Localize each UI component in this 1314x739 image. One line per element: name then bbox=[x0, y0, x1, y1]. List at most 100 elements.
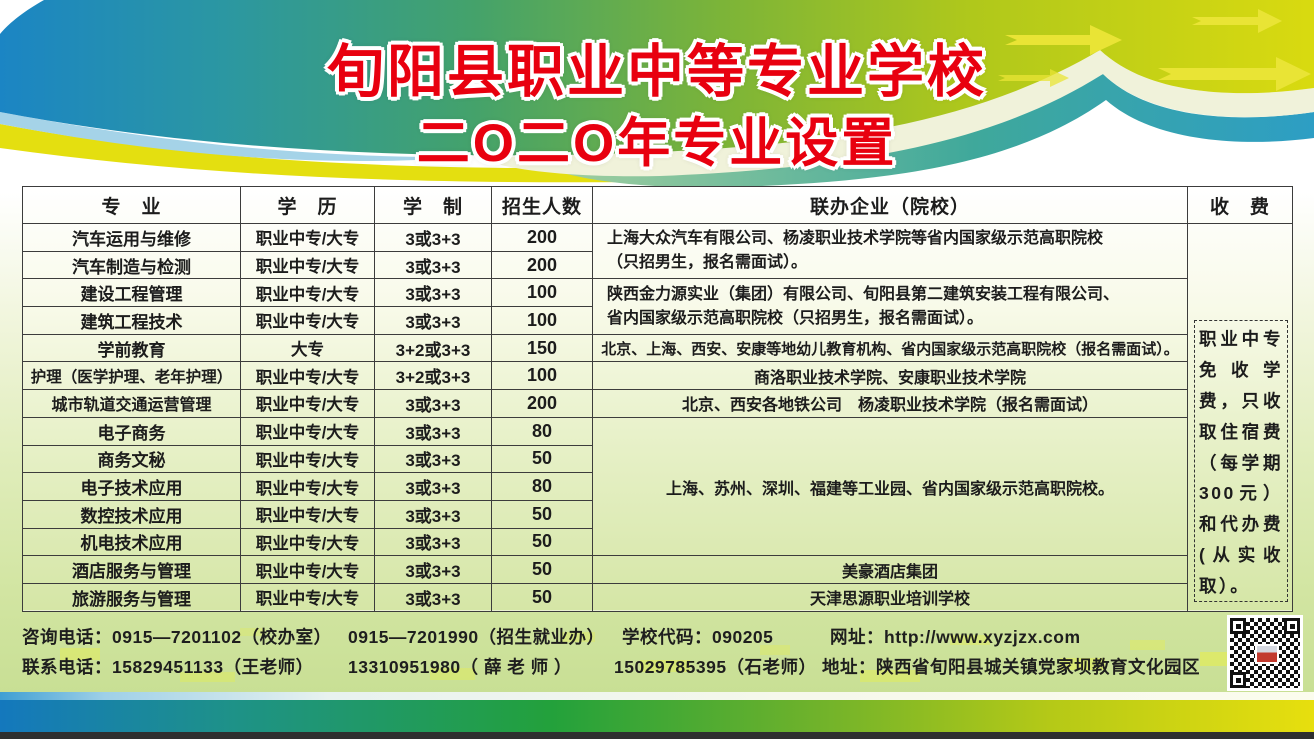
admissions-phone: 0915—7201990（招生就业办） bbox=[348, 627, 605, 647]
highlight-patch bbox=[760, 645, 790, 655]
arrow-icon bbox=[998, 9, 1311, 91]
enrollment-cell: 200 bbox=[491, 389, 593, 418]
partner-cell: 北京、西安各地铁公司 杨凌职业技术学院（报名需面试） bbox=[592, 389, 1188, 418]
partner-cell: 上海、苏州、深圳、福建等工业园、省内国家级示范高职院校。 bbox=[592, 416, 1188, 557]
consult-phone: 咨询电话：0915—7201102（校办室） bbox=[22, 627, 332, 647]
degree-cell: 职业中专/大专 bbox=[240, 444, 375, 474]
lightblue-wave bbox=[0, 112, 470, 162]
col-header-degree: 学 历 bbox=[240, 186, 375, 224]
majors-table: 专 业 学 历 学 制 招生人数 联办企业（院校） 收 费 汽车运用与维修 职业… bbox=[22, 186, 1293, 612]
degree-cell: 职业中专/大专 bbox=[240, 555, 375, 584]
enrollment-cell: 50 bbox=[491, 582, 593, 612]
degree-cell: 职业中专/大专 bbox=[240, 306, 375, 335]
duration-cell: 3或3+3 bbox=[374, 389, 492, 418]
col-header-major: 专 业 bbox=[22, 186, 241, 224]
partner-cell: 商洛职业技术学院、安康职业技术学院 bbox=[592, 361, 1188, 391]
col-header-enrollment: 招生人数 bbox=[491, 186, 593, 224]
highlight-patch bbox=[950, 635, 990, 645]
enrollment-cell: 100 bbox=[491, 278, 593, 308]
enrollment-cell: 50 bbox=[491, 527, 593, 557]
table-row: 电子技术应用 职业中专/大专 3或3+3 80 bbox=[22, 472, 1293, 501]
degree-cell: 职业中专/大专 bbox=[240, 499, 375, 529]
table-row: 酒店服务与管理 职业中专/大专 3或3+3 50 美豪酒店集团 bbox=[22, 555, 1293, 584]
qr-finder-icon bbox=[1230, 672, 1246, 688]
highlight-patch bbox=[430, 668, 475, 680]
corner-wedge bbox=[0, 0, 44, 34]
enrollment-cell: 50 bbox=[491, 444, 593, 474]
major-cell: 旅游服务与管理 bbox=[22, 582, 241, 612]
major-cell: 商务文秘 bbox=[22, 444, 241, 474]
table-row: 建设工程管理 职业中专/大专 3或3+3 100 陕西金力源实业（集团）有限公司… bbox=[22, 278, 1293, 335]
highlight-patch bbox=[560, 632, 595, 642]
partner-cell: 上海大众汽车有限公司、杨凌职业技术学院等省内国家级示范高职院校 （只招男生，报名… bbox=[592, 222, 1188, 280]
degree-cell: 职业中专/大专 bbox=[240, 278, 375, 308]
contact-phone: 联系电话：15829451133（王老师） bbox=[22, 657, 314, 677]
duration-cell: 3或3+3 bbox=[374, 223, 492, 252]
highlight-patch bbox=[860, 670, 920, 682]
qr-finder-icon bbox=[1284, 618, 1300, 634]
header-banner-art bbox=[0, 0, 1314, 188]
enrollment-cell: 150 bbox=[491, 333, 593, 363]
highlight-patch bbox=[60, 648, 100, 660]
phone-teacher-shi: 15029785395（石老师） bbox=[614, 657, 817, 677]
duration-cell: 3或3+3 bbox=[374, 416, 492, 446]
enrollment-cell: 100 bbox=[491, 306, 593, 335]
qr-code bbox=[1227, 615, 1303, 691]
duration-cell: 3或3+3 bbox=[374, 527, 492, 557]
phone-teacher-xue: 13310951980（ 薛 老 师 ） bbox=[348, 657, 573, 677]
table-row: 汽车运用与维修 职业中专/大专 3或3+3 200 上海大众汽车有限公司、杨凌职… bbox=[22, 222, 1293, 612]
major-cell: 电子商务 bbox=[22, 416, 241, 446]
enrollment-cell: 50 bbox=[491, 499, 593, 529]
degree-cell: 职业中专/大专 bbox=[240, 527, 375, 557]
table-row: 数控技术应用 职业中专/大专 3或3+3 50 bbox=[22, 499, 1293, 529]
major-cell: 汽车运用与维修 bbox=[22, 223, 241, 252]
enrollment-cell: 200 bbox=[491, 223, 593, 252]
duration-cell: 3+2或3+3 bbox=[374, 333, 492, 363]
duration-cell: 3或3+3 bbox=[374, 472, 492, 501]
degree-cell: 职业中专/大专 bbox=[240, 582, 375, 612]
duration-cell: 3或3+3 bbox=[374, 499, 492, 529]
major-cell: 护理（医学护理、老年护理） bbox=[22, 361, 241, 391]
enrollment-cell: 80 bbox=[491, 416, 593, 446]
col-header-partner: 联办企业（院校） bbox=[592, 186, 1188, 224]
enrollment-cell: 80 bbox=[491, 472, 593, 501]
qr-finder-icon bbox=[1230, 618, 1246, 634]
degree-cell: 职业中专/大专 bbox=[240, 250, 375, 280]
major-cell: 汽车制造与检测 bbox=[22, 250, 241, 280]
school-code: 学校代码：090205 bbox=[622, 627, 774, 647]
table-row: 机电技术应用 职业中专/大专 3或3+3 50 bbox=[22, 527, 1293, 557]
header-band bbox=[0, 0, 1314, 156]
partner-cell: 北京、上海、西安、安康等地幼儿教育机构、省内国家级示范高职院校（报名需面试）。 bbox=[592, 333, 1188, 363]
major-cell: 学前教育 bbox=[22, 333, 241, 363]
qr-pattern bbox=[1230, 618, 1300, 688]
bottom-stripe-gradient bbox=[0, 700, 1314, 732]
enrollment-cell: 50 bbox=[491, 555, 593, 584]
table-header-row: 专 业 学 历 学 制 招生人数 联办企业（院校） 收 费 bbox=[22, 186, 1293, 224]
major-cell: 酒店服务与管理 bbox=[22, 555, 241, 584]
fee-cell: 职业中专免收学费，只收取住宿费（每学期300元）和代办费(从实收取）。 bbox=[1187, 223, 1293, 612]
major-cell: 数控技术应用 bbox=[22, 499, 241, 529]
bottom-stripe-light bbox=[0, 692, 1314, 700]
table-row: 学前教育 大专 3+2或3+3 150 北京、上海、西安、安康等地幼儿教育机构、… bbox=[22, 333, 1293, 363]
table-row: 护理（医学护理、老年护理） 职业中专/大专 3+2或3+3 100 商洛职业技术… bbox=[22, 361, 1293, 391]
duration-cell: 3+2或3+3 bbox=[374, 361, 492, 391]
duration-cell: 3或3+3 bbox=[374, 250, 492, 280]
duration-cell: 3或3+3 bbox=[374, 306, 492, 335]
table-row: 电子商务 职业中专/大专 3或3+3 80 上海、苏州、深圳、福建等工业园、省内… bbox=[22, 416, 1293, 557]
duration-cell: 3或3+3 bbox=[374, 444, 492, 474]
highlight-patch bbox=[240, 628, 265, 636]
enrollment-cell: 100 bbox=[491, 361, 593, 391]
duration-cell: 3或3+3 bbox=[374, 278, 492, 308]
major-cell: 电子技术应用 bbox=[22, 472, 241, 501]
degree-cell: 大专 bbox=[240, 333, 375, 363]
table-row: 旅游服务与管理 职业中专/大专 3或3+3 50 天津思源职业培训学校 bbox=[22, 582, 1293, 612]
highlight-patch bbox=[640, 660, 690, 672]
major-cell: 建筑工程技术 bbox=[22, 306, 241, 335]
degree-cell: 职业中专/大专 bbox=[240, 472, 375, 501]
col-header-fee: 收 费 bbox=[1187, 186, 1293, 224]
highlight-patch bbox=[1130, 640, 1165, 650]
enrollment-cell: 200 bbox=[491, 250, 593, 280]
table-row: 城市轨道交通运营管理 职业中专/大专 3或3+3 200 北京、西安各地铁公司 … bbox=[22, 389, 1293, 418]
major-cell: 城市轨道交通运营管理 bbox=[22, 389, 241, 418]
